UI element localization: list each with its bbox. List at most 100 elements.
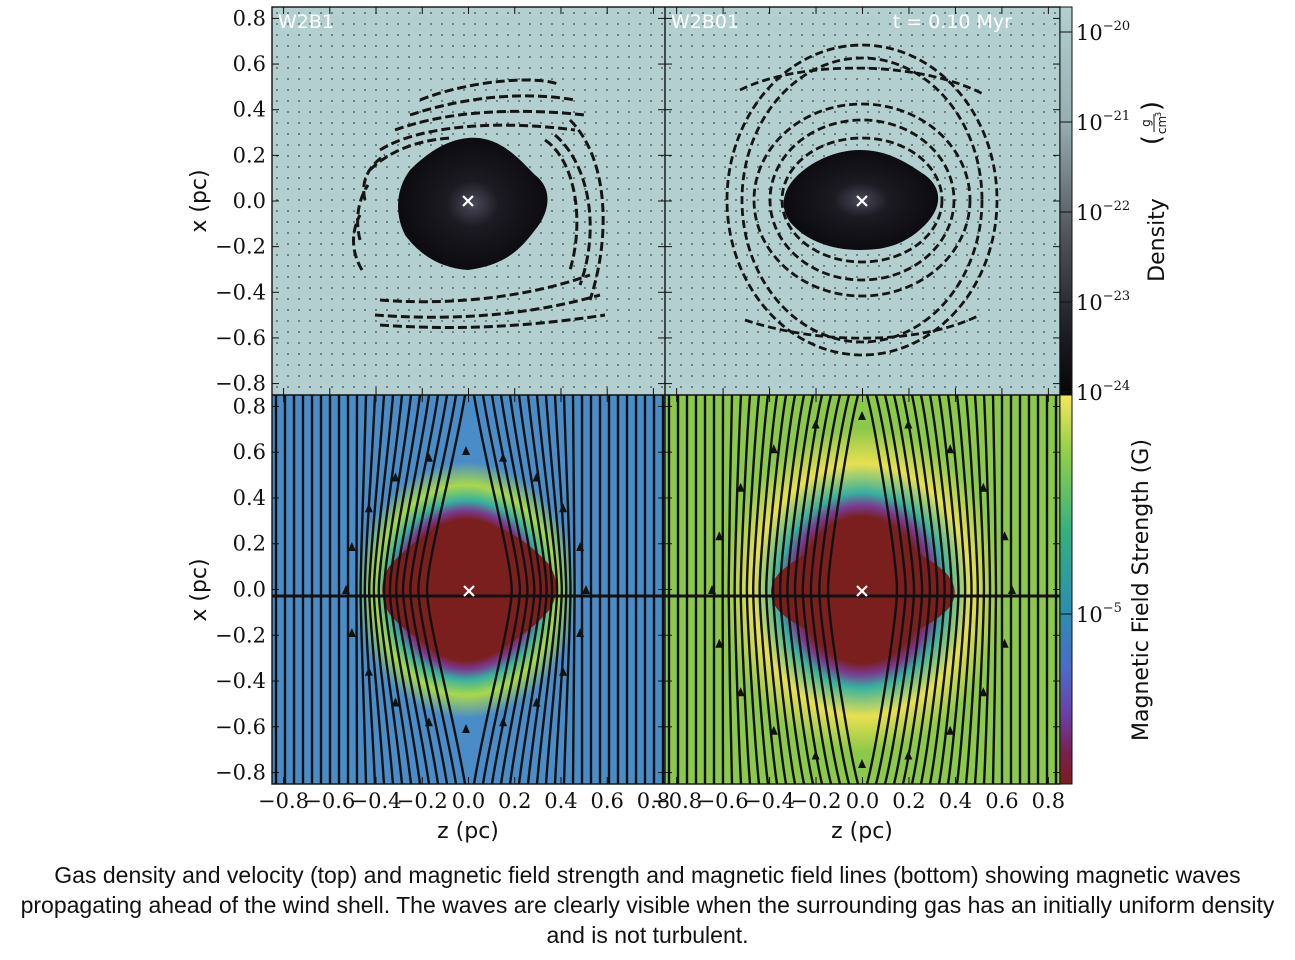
field-arrow — [532, 472, 541, 482]
velocity-dot — [1032, 155, 1034, 157]
velocity-dot — [691, 67, 693, 69]
velocity-dot — [617, 122, 619, 124]
velocity-dot — [331, 100, 333, 102]
field-line — [553, 395, 568, 784]
velocity-dot — [757, 221, 759, 223]
velocity-dot — [342, 287, 344, 289]
velocity-dot — [757, 243, 759, 245]
velocity-dot — [496, 276, 498, 278]
velocity-dot — [441, 34, 443, 36]
velocity-dot — [680, 254, 682, 256]
velocity-dot — [287, 78, 289, 80]
velocity-dot — [1032, 232, 1034, 234]
velocity-dot — [661, 34, 663, 36]
velocity-dot — [680, 78, 682, 80]
velocity-dot — [1010, 166, 1012, 168]
velocity-dot — [441, 23, 443, 25]
velocity-dot — [463, 89, 465, 91]
velocity-dot — [691, 23, 693, 25]
velocity-dot — [1032, 67, 1034, 69]
velocity-dot — [386, 67, 388, 69]
panel-top-right: W2B01 t = 0.10 Myr — [665, 7, 1060, 395]
colorbar-tick-label: 10−5 — [1076, 601, 1122, 627]
velocity-dot — [1010, 23, 1012, 25]
velocity-dot — [900, 122, 902, 124]
velocity-dot — [933, 12, 935, 14]
field-line — [910, 395, 939, 784]
velocity-dot — [551, 243, 553, 245]
velocity-dot — [507, 265, 509, 267]
velocity-dot — [287, 210, 289, 212]
velocity-dot — [562, 100, 564, 102]
velocity-dot — [768, 243, 770, 245]
velocity-dot — [386, 34, 388, 36]
velocity-dot — [1032, 276, 1034, 278]
velocity-dot — [944, 23, 946, 25]
velocity-dot — [408, 364, 410, 366]
velocity-dot — [933, 144, 935, 146]
velocity-dot — [342, 276, 344, 278]
velocity-dot — [812, 276, 814, 278]
velocity-dot — [661, 254, 663, 256]
field-line — [937, 395, 960, 784]
y-tick-label: 0.8 — [233, 6, 266, 30]
velocity-dot — [408, 375, 410, 377]
velocity-dot — [724, 89, 726, 91]
velocity-dot — [977, 166, 979, 168]
velocity-dot — [386, 320, 388, 322]
velocity-dot — [650, 45, 652, 47]
field-line — [417, 395, 458, 784]
velocity-dot — [639, 133, 641, 135]
velocity-dot — [562, 155, 564, 157]
velocity-dot — [353, 34, 355, 36]
velocity-dot — [617, 276, 619, 278]
velocity-dot — [834, 133, 836, 135]
velocity-dot — [757, 111, 759, 113]
velocity-dot — [702, 298, 704, 300]
velocity-dot — [911, 276, 913, 278]
velocity-dot — [680, 320, 682, 322]
velocity-dot — [933, 232, 935, 234]
velocity-dot — [878, 133, 880, 135]
velocity-dot — [430, 122, 432, 124]
velocity-dot — [595, 287, 597, 289]
velocity-dot — [584, 56, 586, 58]
velocity-dot — [768, 177, 770, 179]
velocity-dot — [287, 45, 289, 47]
velocity-dot — [573, 34, 575, 36]
velocity-dot — [955, 276, 957, 278]
velocity-dot — [1021, 287, 1023, 289]
velocity-dot — [680, 100, 682, 102]
velocity-dot — [364, 375, 366, 377]
velocity-dot — [375, 364, 377, 366]
velocity-dot — [834, 111, 836, 113]
velocity-dot — [518, 386, 520, 388]
velocity-dot — [823, 364, 825, 366]
velocity-dot — [287, 287, 289, 289]
velocity-dot — [1010, 188, 1012, 190]
velocity-dot — [364, 287, 366, 289]
velocity-dot — [573, 166, 575, 168]
velocity-dot — [309, 309, 311, 311]
velocity-dot — [966, 353, 968, 355]
velocity-dot — [661, 144, 663, 146]
velocity-dot — [650, 243, 652, 245]
velocity-dot — [320, 221, 322, 223]
velocity-dot — [702, 177, 704, 179]
velocity-dot — [309, 34, 311, 36]
velocity-dot — [911, 243, 913, 245]
velocity-dot — [397, 265, 399, 267]
velocity-dot — [889, 276, 891, 278]
velocity-dot — [889, 34, 891, 36]
velocity-dot — [746, 23, 748, 25]
velocity-dot — [977, 331, 979, 333]
velocity-dot — [1021, 45, 1023, 47]
velocity-dot — [331, 89, 333, 91]
velocity-dot — [606, 232, 608, 234]
velocity-dot — [441, 386, 443, 388]
velocity-dot — [1010, 210, 1012, 212]
velocity-dot — [298, 67, 300, 69]
velocity-dot — [768, 309, 770, 311]
magnetic-core — [382, 520, 557, 658]
velocity-dot — [331, 221, 333, 223]
